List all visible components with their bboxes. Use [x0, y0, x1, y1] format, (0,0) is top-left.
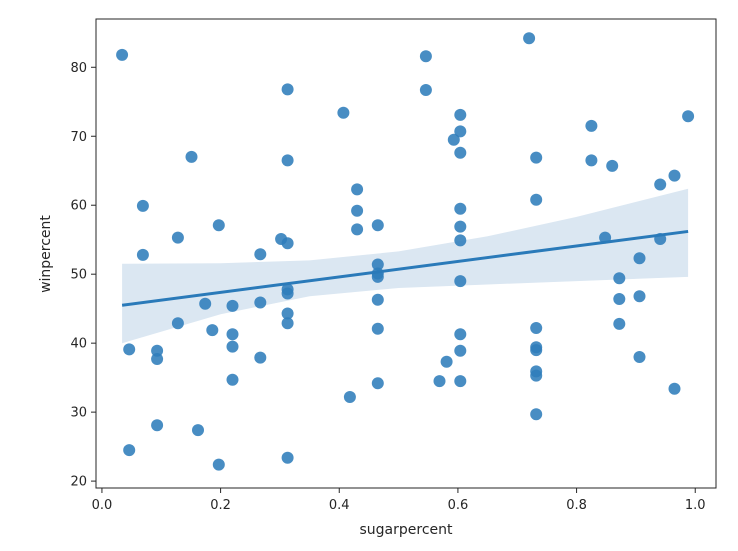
data-point: [337, 106, 350, 119]
data-point: [530, 369, 543, 382]
data-point: [530, 322, 543, 334]
data-point: [185, 150, 198, 163]
data-point: [633, 290, 646, 303]
data-point: [454, 146, 467, 159]
data-point: [151, 344, 164, 357]
data-point: [226, 373, 239, 386]
x-axis-label: sugarpercent: [359, 522, 453, 538]
data-point: [281, 317, 294, 330]
data-point: [371, 270, 384, 283]
data-point: [454, 275, 467, 288]
x-axis-ticks: 0.0 0.2 0.4 0.6 0.8 1.0: [92, 488, 706, 513]
data-point: [606, 159, 619, 172]
data-point: [633, 252, 646, 265]
data-point: [226, 328, 239, 341]
y-axis-ticks: 20 30 40 50 60 70 80: [70, 61, 96, 490]
data-point: [668, 169, 681, 182]
data-point: [343, 391, 356, 403]
data-point: [281, 154, 294, 167]
data-point: [454, 202, 467, 215]
data-point: [454, 234, 467, 247]
data-point: [454, 125, 467, 138]
data-point: [440, 355, 453, 368]
data-point: [668, 382, 681, 395]
data-point: [212, 219, 225, 232]
data-point: [371, 219, 384, 232]
data-point: [212, 458, 225, 471]
data-point: [419, 84, 432, 96]
y-tick-label: 50: [70, 268, 87, 283]
x-tick-label: 1.0: [685, 498, 706, 513]
y-tick-label: 80: [70, 61, 87, 76]
data-point: [351, 223, 364, 236]
data-point: [530, 344, 543, 357]
y-tick-label: 20: [70, 475, 87, 490]
data-point: [171, 231, 184, 244]
data-point: [613, 293, 626, 305]
data-point: [433, 375, 446, 388]
data-point: [151, 353, 164, 365]
y-tick-label: 60: [70, 199, 87, 214]
data-point: [454, 344, 467, 357]
data-point: [523, 32, 536, 45]
data-point: [226, 340, 239, 353]
data-point: [371, 322, 384, 335]
data-point: [206, 324, 219, 337]
x-tick-label: 0.6: [448, 498, 469, 513]
x-tick-label: 0.0: [92, 498, 113, 513]
confidence-band: [122, 188, 689, 344]
data-point: [136, 199, 149, 212]
data-point: [613, 317, 626, 330]
data-point: [530, 151, 543, 164]
data-point: [419, 50, 432, 63]
axes-frame: [95, 18, 717, 489]
x-tick-label: 0.2: [210, 498, 231, 513]
data-point: [447, 133, 460, 146]
data-point: [151, 419, 164, 432]
y-tick-label: 40: [70, 337, 87, 352]
data-point: [123, 343, 136, 356]
data-point: [351, 204, 364, 217]
data-point: [633, 351, 646, 363]
data-point: [454, 375, 467, 388]
data-point: [199, 297, 212, 310]
data-point: [171, 317, 184, 330]
data-point: [585, 154, 598, 167]
data-point: [123, 444, 136, 457]
data-point: [351, 183, 364, 196]
data-point: [371, 258, 384, 271]
x-tick-label: 0.4: [329, 498, 350, 513]
y-tick-label: 30: [70, 406, 87, 421]
data-point: [530, 408, 543, 421]
y-tick-label: 70: [70, 130, 87, 145]
data-point: [254, 296, 267, 309]
data-point: [192, 424, 204, 437]
data-point: [281, 237, 294, 250]
x-tick-label: 0.8: [566, 498, 587, 513]
data-point: [613, 272, 626, 285]
data-point: [254, 248, 267, 261]
data-point: [654, 178, 667, 191]
data-point: [226, 299, 239, 312]
data-point: [281, 451, 294, 464]
data-point: [454, 220, 467, 233]
data-point: [371, 377, 384, 390]
data-point: [454, 108, 467, 121]
data-point: [136, 248, 149, 261]
data-point: [254, 351, 267, 364]
regression-line: [121, 229, 689, 307]
data-point: [281, 307, 294, 320]
y-axis-label: winpercent: [38, 215, 54, 293]
data-point: [371, 293, 384, 306]
data-point: [682, 110, 695, 123]
data-point: [585, 119, 598, 132]
data-point: [281, 287, 294, 300]
data-point: [454, 328, 467, 341]
data-point: [530, 193, 543, 206]
data-point: [116, 48, 129, 61]
plot-area: [95, 18, 717, 489]
data-point: [281, 83, 294, 96]
